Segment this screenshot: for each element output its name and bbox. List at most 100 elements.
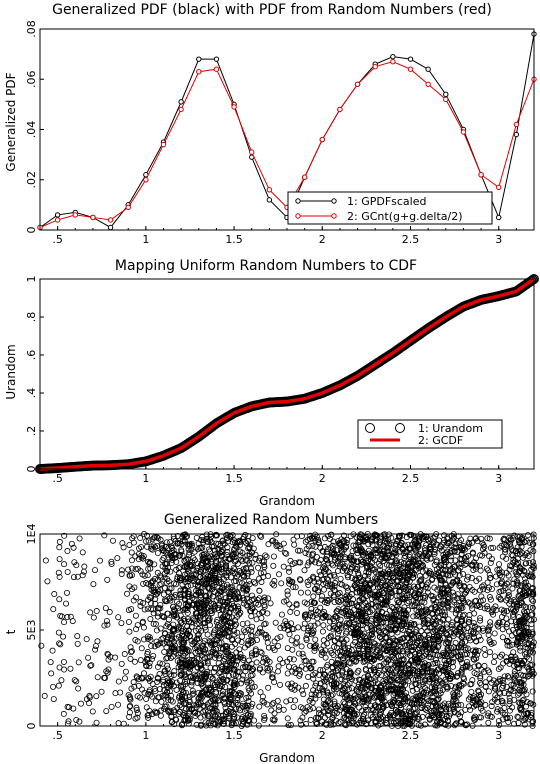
scatter-point [75, 685, 82, 692]
scatter-point [321, 678, 328, 685]
scatter-point [134, 710, 141, 717]
cdf-xtick-label-5: 3 [495, 472, 502, 485]
pdf-series-2-point [425, 81, 431, 87]
scatter-ytick-label-1: 5E3 [25, 620, 38, 641]
scatter-point [454, 673, 461, 680]
scatter-point [130, 679, 137, 686]
scatter-point [285, 565, 292, 572]
scatter-point [499, 676, 506, 683]
scatter-point [248, 679, 255, 686]
scatter-point [307, 664, 314, 671]
scatter-point [163, 655, 170, 662]
scatter-point [104, 669, 111, 676]
scatter-point [230, 564, 237, 571]
scatter-point [494, 706, 501, 713]
scatter-point [274, 697, 281, 704]
scatter-point [127, 702, 134, 709]
pdf-xtick-label-3: 2 [319, 233, 326, 246]
scatter-point [432, 660, 439, 667]
scatter-point [413, 681, 420, 688]
scatter-point [313, 714, 320, 721]
pdf-series-1-point [107, 224, 114, 231]
cdf-ytick-label-0: 0 [25, 466, 38, 473]
scatter-point [125, 618, 132, 625]
scatter-point [189, 687, 196, 694]
scatter-point [398, 714, 405, 721]
scatter-point [229, 719, 236, 726]
scatter-point [475, 687, 482, 694]
scatter-point [465, 696, 472, 703]
pdf-series-2-point [125, 204, 131, 211]
scatter-point [288, 722, 295, 729]
cdf-urandom-point [526, 275, 537, 286]
scatter-point [366, 691, 373, 698]
scatter-point [435, 695, 442, 702]
scatter-point [97, 557, 104, 564]
scatter-point [277, 681, 284, 688]
scatter-point [424, 687, 431, 694]
scatter-point [63, 589, 70, 596]
pdf-series-2-point [72, 212, 78, 218]
cdf-xlabel: Grandom [259, 494, 315, 508]
scatter-point [246, 577, 253, 584]
scatter-point [196, 670, 203, 677]
scatter-point [73, 678, 80, 685]
scatter-point [390, 719, 397, 726]
scatter-point [141, 670, 148, 677]
scatter-point [475, 662, 482, 669]
pdf-series-2-point [337, 106, 343, 113]
scatter-point [149, 655, 156, 662]
scatter-point [131, 683, 138, 690]
scatter-point [264, 639, 271, 646]
cdf-ytick-label-5: 1 [25, 276, 38, 283]
scatter-point [455, 653, 462, 660]
scatter-point [158, 707, 165, 714]
pdf-ytick-label-4: .08 [25, 20, 38, 38]
scatter-point [366, 663, 373, 670]
scatter-point [64, 703, 71, 710]
scatter-point [275, 668, 282, 675]
scatter-point [494, 708, 501, 715]
pdf-legend-marker-1b [331, 198, 337, 204]
scatter-point [257, 689, 264, 696]
scatter-point [132, 612, 139, 619]
scatter-point [350, 719, 357, 726]
scatter-point [415, 722, 422, 729]
scatter-point [256, 587, 263, 594]
scatter-point [429, 694, 436, 701]
scatter-point [228, 643, 235, 650]
scatter-point [313, 680, 320, 687]
scatter-point [509, 585, 516, 592]
scatter-point [44, 578, 51, 585]
scatter-point [303, 720, 310, 727]
pdf-title: Generalized PDF (black) with PDF from Ra… [52, 2, 492, 18]
scatter-point [337, 575, 344, 582]
scatter-point [248, 703, 255, 710]
scatter-point [451, 722, 458, 729]
cdf-marks [35, 274, 539, 474]
scatter-point [165, 697, 172, 704]
cdf-ytick-label-3: .6 [25, 350, 38, 361]
scatter-point [285, 681, 292, 688]
scatter-point [463, 658, 470, 665]
scatter-point [139, 686, 146, 693]
scatter-point [118, 567, 125, 574]
scatter-point [486, 675, 493, 682]
cdf-panel: Mapping Uniform Random Numbers to CDF Ur… [4, 258, 539, 508]
scatter-point [238, 680, 245, 687]
scatter-point [126, 695, 133, 702]
scatter-point [108, 703, 115, 710]
pdf-ylabel: Generalized PDF [4, 72, 18, 171]
scatter-point [519, 697, 526, 704]
scatter-point [131, 658, 138, 665]
scatter-point [287, 697, 294, 704]
scatter-point [496, 676, 503, 683]
pdf-series-1-point [213, 56, 220, 62]
pdf-series-2-point [231, 104, 237, 110]
scatter-point [312, 636, 319, 643]
scatter-point [55, 682, 62, 689]
scatter-point [312, 670, 319, 677]
scatter-point [388, 661, 395, 668]
scatter-point [372, 702, 379, 709]
scatter-point [301, 567, 308, 574]
